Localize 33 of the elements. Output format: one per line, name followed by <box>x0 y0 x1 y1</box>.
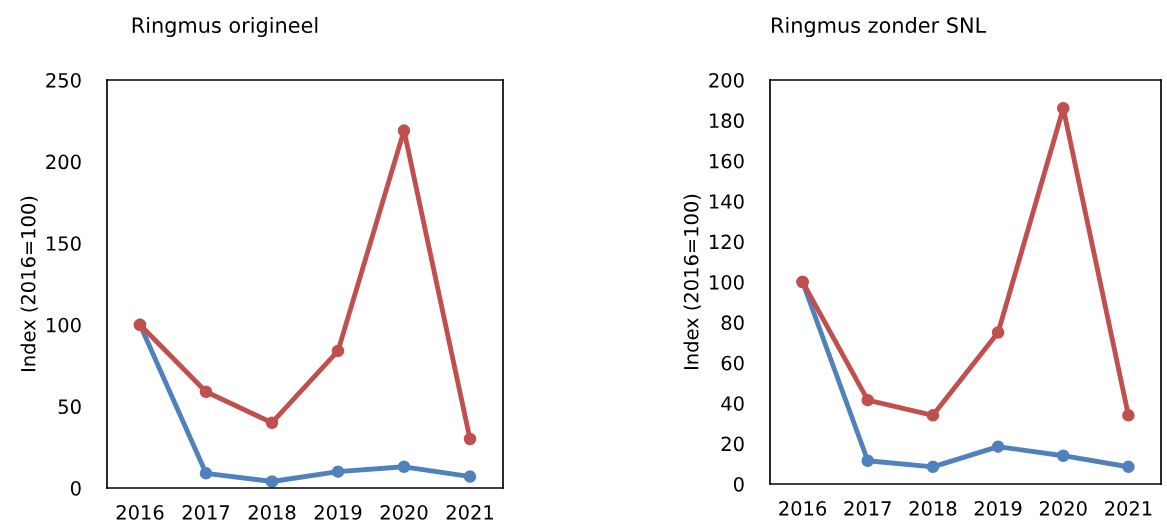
y-tick-label: 50 <box>58 399 81 415</box>
y-tick-label: 140 <box>710 194 744 209</box>
y-tick-label: 120 <box>710 234 744 250</box>
y-tick-label: 200 <box>709 72 744 88</box>
y-tick-label: 150 <box>47 236 81 251</box>
chart-title: Ringmus origineel <box>132 16 318 38</box>
x-tick-label: 2017 <box>182 505 230 520</box>
x-tick-label: 2017 <box>844 501 891 516</box>
x-tick-label: 2021 <box>446 505 493 520</box>
y-tick-label: 40 <box>721 396 744 411</box>
y-tick-label: 100 <box>47 317 81 333</box>
x-tick-label: 2018 <box>909 501 957 516</box>
y-tick-label: 80 <box>721 315 744 331</box>
y-tick-label: 200 <box>46 154 81 170</box>
y-tick-label: 250 <box>46 72 81 88</box>
y-tick-label: 0 <box>733 476 744 492</box>
x-tick-label: 2020 <box>1039 501 1087 516</box>
y-tick-label: 180 <box>710 113 744 129</box>
x-tick-label: 2016 <box>779 501 827 516</box>
y-tick-label: 20 <box>721 436 744 452</box>
x-tick-label: 2016 <box>116 505 164 520</box>
y-axis-title: Index (2016=100) <box>20 196 38 371</box>
x-tick-label: 2020 <box>380 505 428 520</box>
x-tick-label: 2019 <box>974 501 1022 516</box>
chart-title: Ringmus zonder SNL <box>772 16 987 38</box>
y-tick-label: 160 <box>710 153 744 169</box>
x-tick-label: 2019 <box>314 505 362 520</box>
x-tick-label: 2018 <box>248 505 296 520</box>
y-tick-label: 100 <box>710 274 744 290</box>
y-tick-label: 0 <box>70 480 81 496</box>
y-axis-title: Index (2016=100) <box>683 194 701 369</box>
x-tick-label: 2021 <box>1105 501 1152 516</box>
y-tick-label: 60 <box>721 355 744 371</box>
